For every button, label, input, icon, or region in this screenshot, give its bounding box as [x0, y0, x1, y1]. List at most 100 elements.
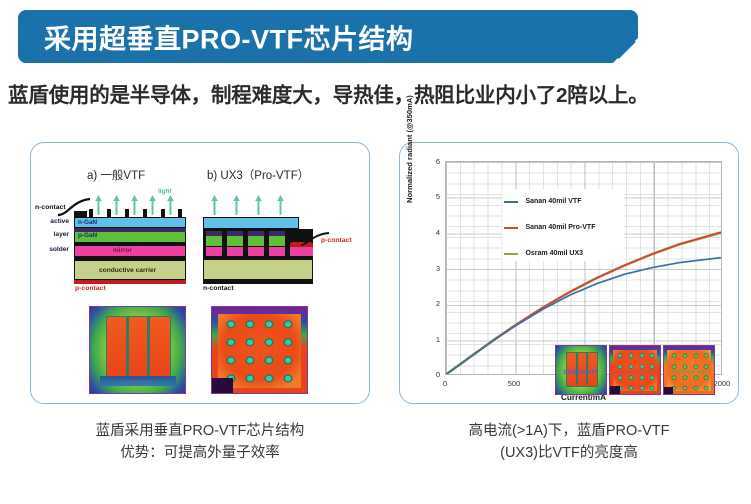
layer-conductive-carrier: conductive carrier [74, 260, 186, 280]
chart-y-axis-label: Normalized radiant (@350mA) [405, 95, 414, 203]
layer-n-contact-b [203, 280, 313, 284]
page-title: 采用超垂直PRO-VTF芯片结构 [44, 24, 414, 54]
chart-plot-area: Sanan 40mil VTF Sanan 40mil Pro-VTF Osra… [445, 161, 722, 375]
legend-swatch-icon [504, 252, 518, 255]
x-tick: 2000 [713, 379, 731, 388]
legend-label: Sanan 40mil VTF [525, 198, 582, 206]
pillar-cell [269, 247, 285, 256]
n-contact-label-b: n-contact [203, 285, 234, 292]
chart-series-curves [446, 231, 721, 375]
light-arrow-icon [211, 195, 218, 215]
layer-divider [74, 256, 186, 260]
active-label: active [50, 218, 69, 225]
subtitle-text: 蓝盾使用的是半导体，制程难度大，导热佳，热阻比业内小了2陪以上。 [8, 84, 649, 107]
y-tick: 6 [435, 157, 440, 166]
electrode-stub [107, 209, 111, 217]
chart-x-axis-label: Current/mA [560, 393, 607, 402]
chart-legend: Sanan 40mil VTF Sanan 40mil Pro-VTF Osra… [502, 189, 624, 261]
left-caption: 蓝盾采用垂直PRO-VTF芯片结构 优势：可提高外量子效率 [30, 420, 370, 465]
layer-mirror-label: mirror [113, 247, 132, 254]
layer-p-gan: p-GaN [74, 232, 186, 242]
layer-n-gan-label: n-GaN [78, 219, 98, 226]
layer-n-gan-b [203, 217, 299, 229]
y-tick: 3 [435, 264, 440, 273]
layer-mirror: mirror [74, 246, 186, 256]
inset-thermal-sanan-vtf [555, 345, 607, 395]
y-tick: 1 [435, 335, 440, 344]
n-contact-label: n-contact [35, 204, 66, 211]
thermal-image-ux3 [211, 306, 308, 394]
pillar-cell [269, 236, 285, 246]
pillar-cell [206, 231, 222, 236]
legend-label: Osram 40mil UX3 [525, 250, 584, 258]
light-arrow-icon [95, 195, 102, 215]
p-contact-leader-line [300, 232, 330, 246]
legend-swatch-icon [504, 226, 518, 229]
header-banner: 采用超垂直PRO-VTF芯片结构 [18, 10, 638, 64]
legend-item-sanan-pro-vtf: Sanan 40mil Pro-VTF [504, 219, 595, 231]
light-label: light [158, 188, 172, 195]
y-tick: 5 [435, 192, 440, 201]
light-arrow-icon [167, 195, 174, 215]
light-arrow-icon [149, 195, 156, 215]
p-contact-label-b: p-contact [321, 237, 352, 244]
pillar-cell [227, 231, 243, 236]
inset-caption-osram-ux3: OSRAM UX3 [671, 369, 709, 376]
x-tick: 0 [442, 379, 448, 388]
layer-n-gan: n-GaN [74, 217, 186, 228]
pillar-cell [248, 236, 264, 246]
legend-label: Sanan 40mil Pro-VTF [525, 224, 596, 232]
solder-label: solder [49, 246, 69, 253]
diagram-b-title: b) UX3（Pro-VTF） [207, 170, 310, 182]
x-tick: 500 [507, 379, 521, 388]
right-caption: 高电流(>1A)下，蓝盾PRO-VTF (UX3)比VTF的亮度高 [399, 420, 739, 465]
pillar-cell [206, 236, 222, 246]
pillar-cell [227, 247, 243, 256]
inset-caption-sanan-pro-vtf: SANAN PRO-VTF [609, 369, 661, 376]
pillar-cell [248, 231, 264, 236]
light-arrow-icon [255, 195, 262, 215]
legend-swatch-icon [504, 200, 518, 203]
y-tick: 2 [435, 299, 440, 308]
banner-background [18, 10, 638, 63]
inset-thermal-osram-ux3 [663, 345, 715, 395]
pillar-cell [206, 247, 222, 256]
electrode-stub [161, 209, 165, 217]
p-contact-label-a: p-contact [75, 285, 106, 292]
diagram-a-title: a) 一般VTF [87, 170, 146, 182]
legend-item-sanan-vtf: Sanan 40mil VTF [504, 193, 581, 205]
light-arrow-icon [113, 195, 120, 215]
pillar-cell [269, 231, 285, 236]
right-caption-line2: (UX3)比VTF的亮度高 [500, 445, 638, 462]
series-line-sanan-vtf [446, 256, 721, 375]
left-caption-line1: 蓝盾采用垂直PRO-VTF芯片结构 [95, 423, 305, 439]
right-caption-line1: 高电流(>1A)下，蓝盾PRO-VTF [468, 423, 670, 439]
layer-p-gan-label: p-GaN [78, 232, 98, 239]
y-tick: 0 [435, 370, 440, 379]
layer-divider [74, 242, 186, 246]
radiant-flux-chart: Normalized radiant (@350mA) 6 5 4 3 2 1 … [400, 95, 738, 403]
inset-caption-sanan-vtf: SANAN VTF [563, 369, 599, 376]
layer-interlayer [74, 228, 186, 232]
electrode-stub [125, 209, 129, 217]
right-panel: Normalized radiant (@350mA) 6 5 4 3 2 1 … [399, 95, 739, 404]
p-contact-region [290, 247, 313, 256]
n-contact-leader-line [57, 197, 91, 217]
n-contact-pad [74, 211, 87, 217]
electrode-stub [178, 209, 182, 217]
electrode-stub [143, 209, 147, 217]
left-panel: a) 一般VTF b) UX3（Pro-VTF） light [30, 142, 370, 404]
legend-item-osram-ux3: Osram 40mil UX3 [504, 245, 583, 257]
left-caption-line2: 优势：可提高外量子效率 [120, 445, 280, 462]
electrode-stub [89, 209, 93, 217]
light-arrow-icon [233, 195, 240, 215]
layer-label: layer [53, 231, 69, 238]
layer-carrier-label: conductive carrier [99, 267, 157, 274]
thermal-image-vtf [89, 306, 186, 394]
pillar-cell [248, 247, 264, 256]
y-tick: 4 [435, 228, 440, 237]
inset-thermal-sanan-pro-vtf [609, 345, 661, 395]
page-fold-icon [615, 39, 637, 61]
light-arrow-icon [277, 195, 284, 215]
light-arrow-icon [131, 195, 138, 215]
